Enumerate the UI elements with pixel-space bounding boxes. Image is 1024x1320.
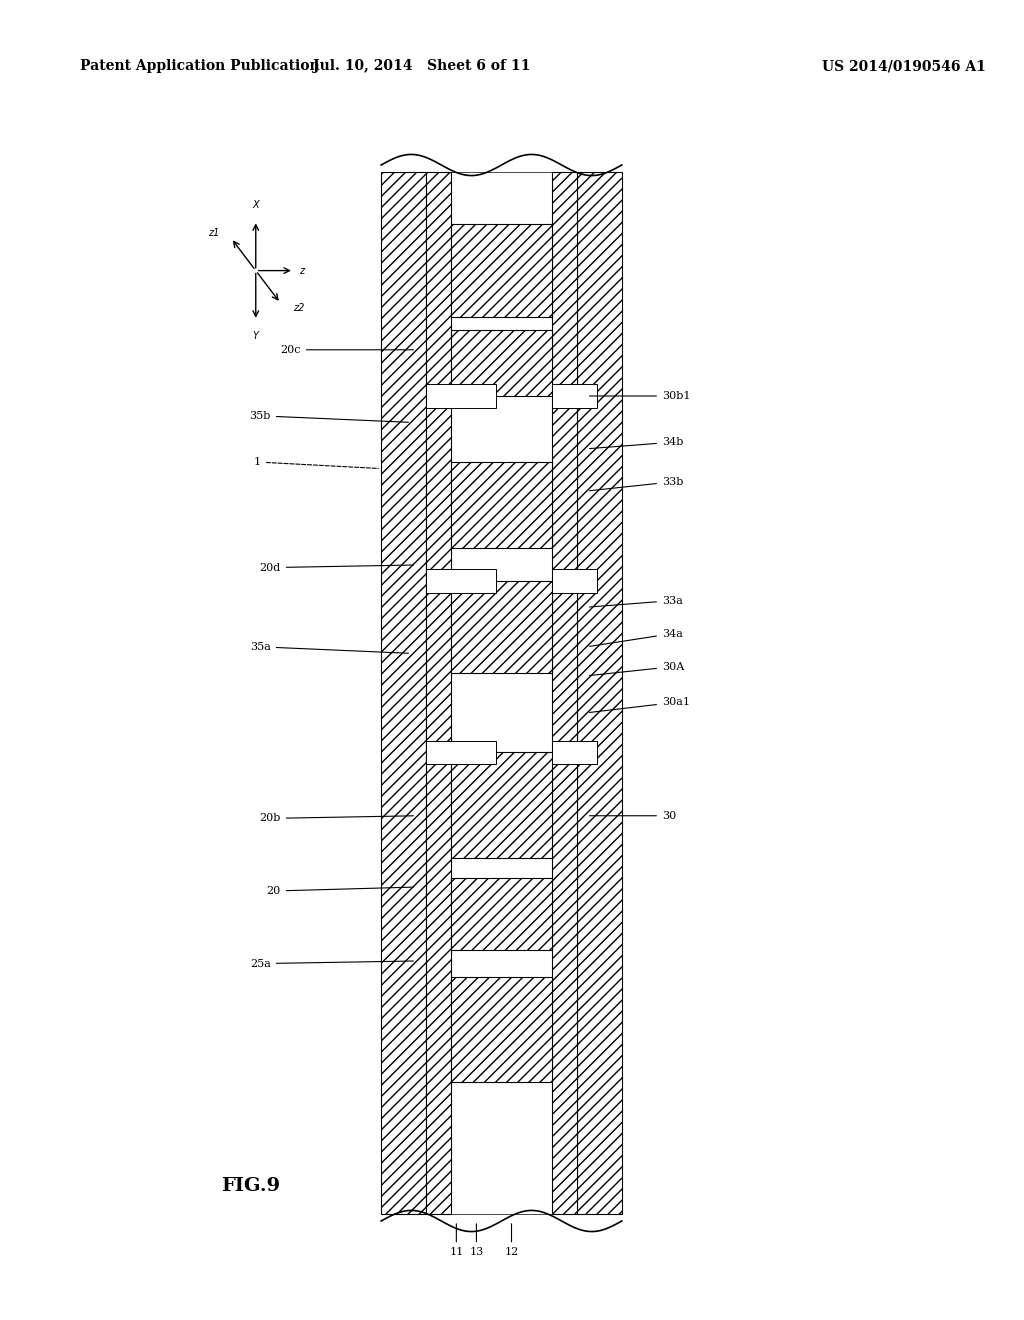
FancyBboxPatch shape [452, 330, 552, 396]
Text: 33b: 33b [590, 477, 683, 491]
Text: 11: 11 [450, 1224, 464, 1258]
FancyBboxPatch shape [452, 224, 552, 317]
Text: 35a: 35a [250, 642, 409, 653]
Text: Y: Y [253, 331, 259, 342]
FancyBboxPatch shape [426, 172, 577, 1214]
Text: 20b: 20b [259, 813, 414, 824]
FancyBboxPatch shape [452, 581, 552, 673]
Text: 25a: 25a [250, 958, 414, 969]
Text: 30: 30 [590, 810, 676, 821]
FancyBboxPatch shape [426, 569, 497, 593]
Text: z: z [299, 265, 304, 276]
FancyBboxPatch shape [452, 752, 552, 858]
Text: 20d: 20d [259, 562, 414, 573]
Text: 20c: 20c [281, 345, 414, 355]
Text: 1: 1 [254, 457, 378, 469]
Text: US 2014/0190546 A1: US 2014/0190546 A1 [822, 59, 986, 74]
Text: 34a: 34a [590, 628, 683, 647]
Text: z2: z2 [293, 304, 304, 313]
FancyBboxPatch shape [552, 741, 597, 764]
FancyBboxPatch shape [452, 977, 552, 1082]
FancyBboxPatch shape [426, 384, 497, 408]
Text: 34b: 34b [590, 437, 683, 449]
FancyBboxPatch shape [381, 172, 426, 1214]
FancyBboxPatch shape [426, 741, 497, 764]
FancyBboxPatch shape [426, 172, 452, 1214]
FancyBboxPatch shape [552, 172, 577, 1214]
FancyBboxPatch shape [552, 569, 597, 593]
Text: FIG.9: FIG.9 [220, 1176, 280, 1195]
Text: 30A: 30A [590, 661, 684, 676]
Text: 12: 12 [505, 1224, 518, 1258]
Text: 33a: 33a [590, 595, 683, 607]
FancyBboxPatch shape [452, 462, 552, 548]
Text: 13: 13 [469, 1224, 483, 1258]
Text: 30b1: 30b1 [590, 391, 690, 401]
Text: Jul. 10, 2014   Sheet 6 of 11: Jul. 10, 2014 Sheet 6 of 11 [312, 59, 530, 74]
FancyBboxPatch shape [452, 878, 552, 950]
Text: 20: 20 [266, 886, 414, 896]
FancyBboxPatch shape [577, 172, 622, 1214]
Text: z1: z1 [208, 228, 219, 238]
Text: Patent Application Publication: Patent Application Publication [80, 59, 319, 74]
Text: X: X [253, 199, 259, 210]
Text: 30a1: 30a1 [590, 697, 690, 713]
Text: 35b: 35b [250, 411, 409, 422]
FancyBboxPatch shape [552, 384, 597, 408]
